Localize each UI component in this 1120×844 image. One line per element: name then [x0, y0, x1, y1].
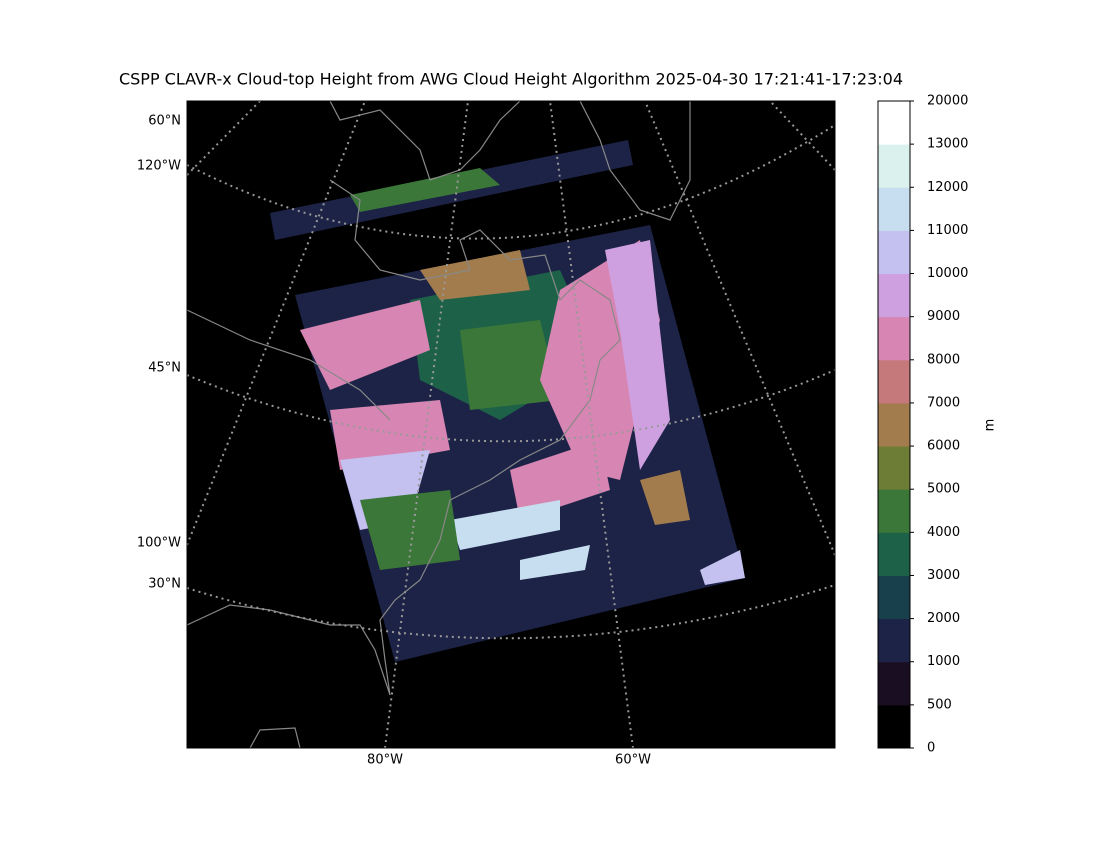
title: CSPP CLAVR-x Cloud-top Height from AWG C… [119, 70, 903, 89]
lon-label: 80°W [367, 753, 403, 768]
colorbar-segment [878, 359, 910, 404]
colorbar-tick-label: 6000 [927, 439, 960, 454]
cloud-patch [300, 300, 430, 390]
colorbar-tick-label: 9000 [927, 309, 960, 324]
coastline [249, 727, 301, 748]
colorbar-segment [878, 187, 910, 231]
map [186, 100, 836, 749]
colorbar-tick-label: 2000 [927, 611, 960, 626]
cloud-patch [640, 470, 690, 525]
graticule [187, 369, 835, 443]
colorbar-segment [878, 101, 910, 145]
colorbar-tick-label: 3000 [927, 568, 960, 583]
lat-lon-label: 45°N [148, 361, 181, 376]
lat-lon-label: 60°N [148, 114, 181, 129]
colorbar-tick-label: 10000 [927, 266, 968, 281]
lat-lon-label: 100°W [137, 536, 181, 551]
graticule [644, 101, 835, 556]
colorbar-tick-label: 12000 [927, 180, 968, 195]
graticule [549, 101, 634, 748]
colorbar-segment [878, 532, 910, 576]
colorbar-tick-label: 11000 [927, 223, 968, 238]
graticule [384, 101, 469, 748]
colorbar-tick-label: 20000 [927, 94, 968, 109]
cloud-patch [605, 240, 670, 470]
lon-label: 60°W [615, 753, 651, 768]
colorbar-segment [878, 575, 910, 620]
colorbar-tick-label: 4000 [927, 525, 960, 540]
map-labels: 60°N 120°W 45°N 100°W 30°N 80°W 60°W [137, 114, 651, 768]
colorbar-tick-label: 0 [927, 741, 935, 756]
colorbar-segment [878, 273, 910, 318]
colorbar-tick-label: 7000 [927, 395, 960, 410]
colorbar-tick-label: 5000 [927, 482, 960, 497]
colorbar-segment [878, 661, 910, 706]
colorbar-segment [878, 446, 910, 490]
cloud-patch [520, 545, 590, 580]
colorbar-tick-label: 13000 [927, 137, 968, 152]
colorbar-segment [878, 704, 910, 749]
colorbar-tick-label: 1000 [927, 654, 960, 669]
graticule [769, 101, 835, 171]
graticule [187, 124, 835, 240]
cloud-patch [450, 500, 560, 550]
colorbar-segment [878, 489, 910, 533]
colorbar-segment [878, 230, 910, 275]
graticule [187, 101, 366, 546]
border [187, 309, 391, 421]
lat-lon-label: 30°N [148, 577, 181, 592]
colorbar-segment [878, 402, 910, 447]
map-frame [186, 100, 836, 749]
cloud-patch [510, 440, 610, 520]
colorbar-segment [878, 618, 910, 663]
cloud-patch [350, 168, 500, 212]
colorbar-segment [878, 316, 910, 361]
colorbar-tick-label: 500 [927, 697, 952, 712]
coastline [579, 101, 691, 221]
colorbar-label: m [983, 419, 998, 432]
colorbar-tick-label: 8000 [927, 352, 960, 367]
coastline [187, 179, 621, 696]
colorbar-segment [878, 144, 910, 188]
cloud-patch [420, 250, 530, 300]
colorbar-frame [877, 100, 911, 749]
lat-lon-label: 120°W [137, 159, 181, 174]
coastline [329, 101, 521, 181]
colorbar: 0 500 1000 2000 3000 4000 5000 6000 7000 8000 9000… [877, 94, 998, 756]
cloud-patch [700, 550, 745, 585]
cloud-patch [460, 320, 560, 410]
